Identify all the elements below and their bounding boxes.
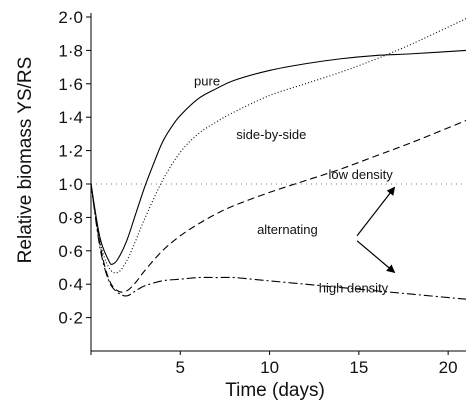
- ticks: 0·2 0·4 0·6 0·8 1·0 1·2 1·4 1·6 1·8 2·0 5 10 15 20: [58, 8, 457, 377]
- x-tick-label: 10: [260, 358, 279, 377]
- series-line-high-density: [90, 183, 467, 300]
- y-tick-label: 1·6: [58, 75, 83, 94]
- x-tick-label: 5: [176, 358, 185, 377]
- annotation-low-density: low density: [328, 167, 393, 182]
- series-layer: [90, 18, 467, 300]
- y-axis-label: Relative biomass YS/RS: [15, 57, 36, 264]
- y-tick-label: 0·8: [58, 208, 83, 227]
- annotation-side-by-side: side-by-side: [236, 127, 306, 142]
- x-tick-label: 15: [349, 358, 368, 377]
- annotation-high-density: high density: [319, 281, 389, 296]
- annotation-arrow: [356, 240, 396, 274]
- series-line-side-by-side: [90, 18, 467, 274]
- annotation-pure: pure: [194, 73, 220, 88]
- x-axis-label: Time (days): [225, 380, 325, 401]
- y-tick-label: 0·6: [58, 242, 83, 261]
- x-tick-label: 20: [439, 358, 458, 377]
- y-tick-label: 1·4: [58, 108, 83, 127]
- y-tick-label: 1·8: [58, 41, 83, 60]
- axes: [90, 13, 466, 352]
- annotation-arrow: [356, 186, 396, 237]
- y-tick-label: 1·0: [58, 175, 83, 194]
- y-tick-label: 2·0: [58, 8, 83, 27]
- annotations: pure side-by-side low density alternating hi…: [194, 73, 396, 296]
- y-tick-label: 0·2: [58, 309, 83, 328]
- annotation-alternating: alternating: [257, 222, 318, 237]
- y-tick-label: 0·4: [58, 275, 83, 294]
- y-tick-label: 1·2: [58, 142, 83, 161]
- series-line-low-density: [90, 120, 467, 293]
- series-line-pure: [90, 49, 467, 265]
